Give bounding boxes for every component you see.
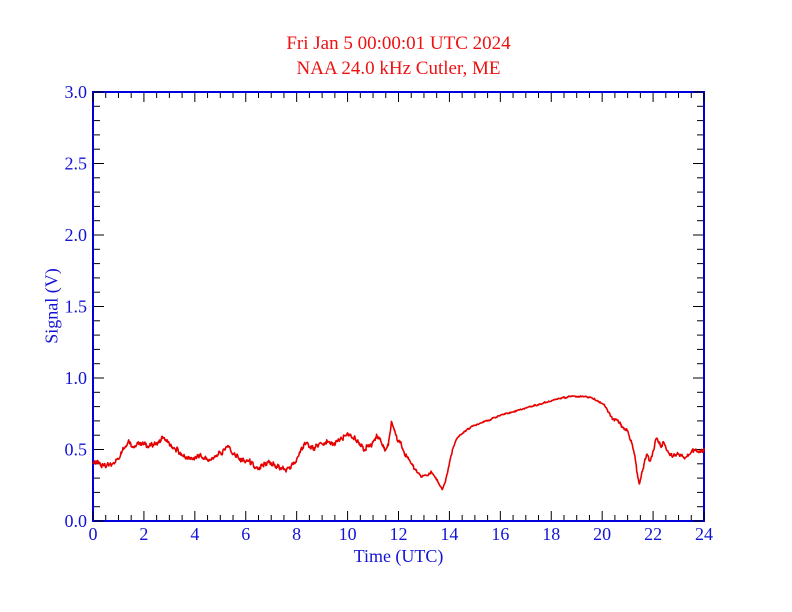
x-axis-title: Time (UTC) — [353, 546, 444, 566]
x-tick-label: 0 — [89, 524, 98, 544]
x-tick-label: 18 — [542, 524, 560, 544]
y-tick-label: 0.0 — [65, 511, 88, 531]
y-tick-label: 2.5 — [65, 154, 88, 174]
y-tick-label: 1.5 — [65, 297, 88, 317]
x-tick-label: 16 — [491, 524, 509, 544]
chart-subtitle: NAA 24.0 kHz Cutler, ME — [296, 58, 501, 79]
x-tick-label: 10 — [339, 524, 357, 544]
plot-frame — [92, 91, 705, 522]
y-tick-label: 1.0 — [65, 368, 88, 388]
y-axis-title: Signal (V) — [41, 268, 62, 344]
y-tick-label: 0.5 — [65, 440, 88, 460]
x-tick-label: 8 — [292, 524, 301, 544]
x-tick-label: 12 — [390, 524, 408, 544]
x-tick-label: 14 — [440, 524, 458, 544]
y-tick-label: 3.0 — [65, 82, 88, 102]
x-tick-label: 24 — [695, 524, 713, 544]
x-tick-label: 6 — [241, 524, 250, 544]
x-tick-label: 2 — [139, 524, 148, 544]
signal-trace — [92, 395, 705, 491]
x-tick-label: 4 — [190, 524, 199, 544]
y-tick-label: 2.0 — [65, 225, 88, 245]
x-tick-label: 22 — [644, 524, 662, 544]
x-tick-label: 20 — [593, 524, 611, 544]
chart-title: Fri Jan 5 00:00:01 UTC 2024 — [286, 33, 511, 54]
